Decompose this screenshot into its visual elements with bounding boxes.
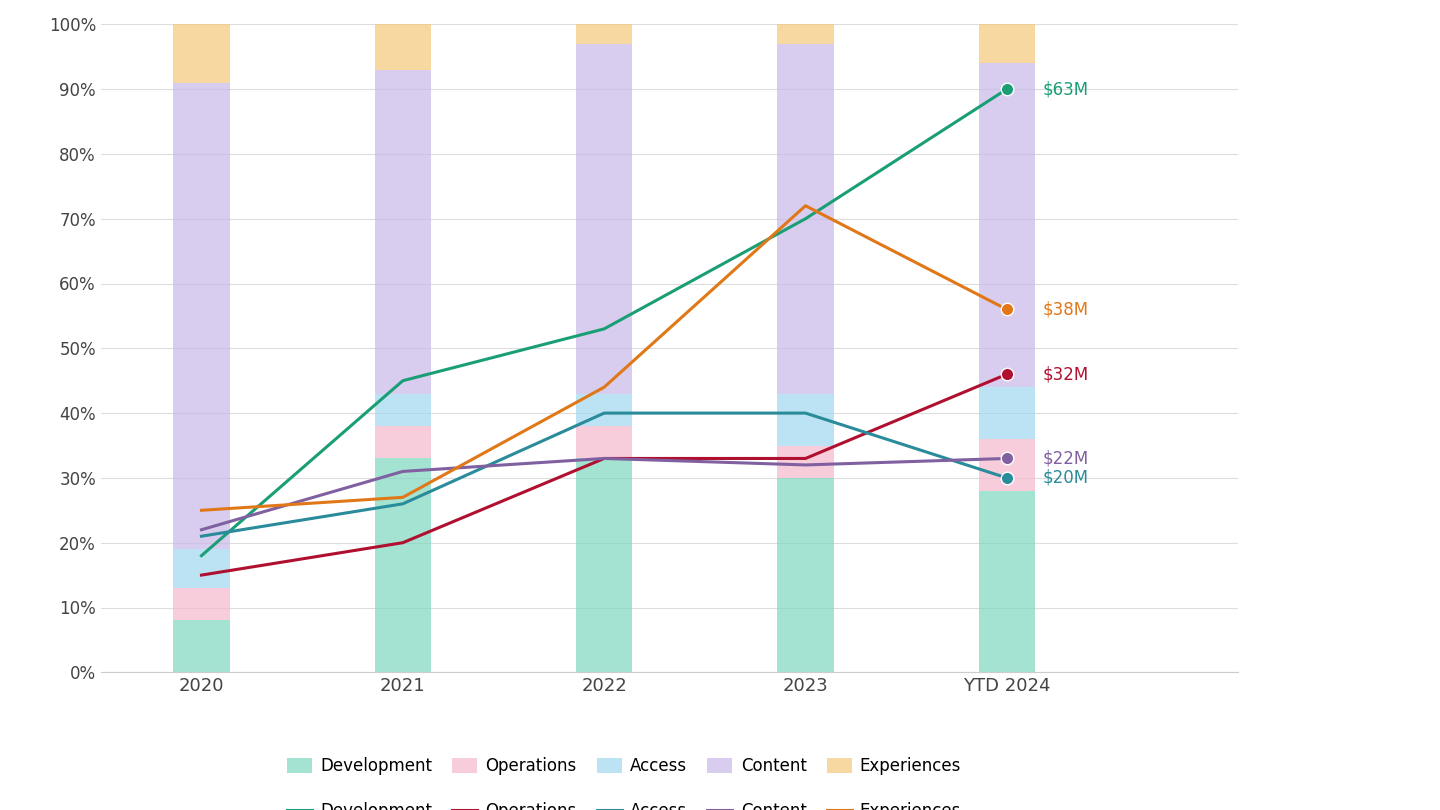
Text: $20M: $20M: [1043, 469, 1089, 487]
Bar: [576, 24, 632, 44]
Line: Access: Access: [202, 413, 1007, 536]
Development: [395, 376, 412, 386]
Experiences: [193, 505, 210, 515]
Content: [796, 460, 814, 470]
Bar: [374, 24, 431, 70]
Bar: [173, 549, 229, 588]
Operations: [193, 570, 210, 580]
Experiences: [395, 492, 412, 502]
Bar: [778, 478, 834, 672]
Bar: [576, 458, 632, 672]
Operations: [796, 454, 814, 463]
Experiences: [998, 305, 1015, 314]
Bar: [778, 446, 834, 478]
Bar: [173, 83, 229, 549]
Development: [998, 84, 1015, 94]
Content: [596, 454, 613, 463]
Line: Operations: Operations: [202, 374, 1007, 575]
Bar: [576, 44, 632, 394]
Bar: [576, 426, 632, 458]
Operations: [395, 538, 412, 548]
Line: Experiences: Experiences: [202, 206, 1007, 510]
Development: [596, 324, 613, 334]
Access: [998, 473, 1015, 483]
Experiences: [596, 382, 613, 392]
Content: [998, 454, 1015, 463]
Text: $38M: $38M: [1043, 301, 1089, 318]
Line: Content: Content: [202, 458, 1007, 530]
Bar: [173, 24, 229, 83]
Access: [596, 408, 613, 418]
Access: [796, 408, 814, 418]
Line: Development: Development: [202, 89, 1007, 556]
Bar: [374, 394, 431, 426]
Bar: [374, 70, 431, 394]
Bar: [173, 620, 229, 672]
Operations: [596, 454, 613, 463]
Bar: [173, 588, 229, 620]
Bar: [979, 491, 1035, 672]
Access: [193, 531, 210, 541]
Legend: Development, Operations, Access, Content, Experiences: Development, Operations, Access, Content…: [282, 797, 966, 810]
Bar: [778, 394, 834, 446]
Bar: [979, 439, 1035, 491]
Text: $32M: $32M: [1043, 365, 1089, 383]
Text: $63M: $63M: [1043, 80, 1089, 98]
Bar: [778, 24, 834, 44]
Bar: [979, 24, 1035, 63]
Text: $22M: $22M: [1043, 450, 1089, 467]
Content: [395, 467, 412, 476]
Development: [796, 214, 814, 224]
Bar: [979, 63, 1035, 387]
Access: [395, 499, 412, 509]
Bar: [576, 394, 632, 426]
Development: [193, 551, 210, 561]
Experiences: [796, 201, 814, 211]
Bar: [374, 426, 431, 458]
Bar: [778, 44, 834, 394]
Bar: [979, 387, 1035, 439]
Operations: [998, 369, 1015, 379]
Bar: [374, 458, 431, 672]
Content: [193, 525, 210, 535]
